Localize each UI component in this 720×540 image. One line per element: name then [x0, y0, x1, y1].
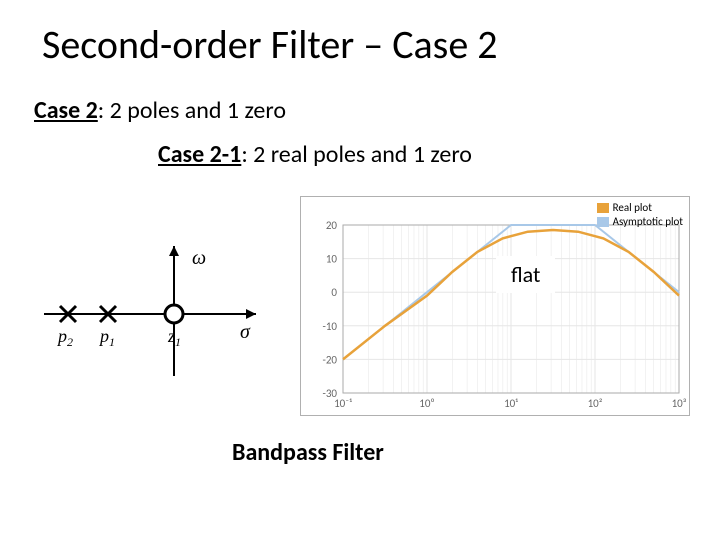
slide-title: Second-order Filter – Case 2 [42, 20, 498, 69]
svg-text:10³: 10³ [672, 397, 687, 410]
svg-text:10⁻¹: 10⁻¹ [334, 397, 352, 410]
bode-plot: 20100-10-20-3010⁻¹10⁰10¹10²10³ Real plot… [300, 196, 690, 416]
subtitle-case2: Case 2: 2 poles and 1 zero [34, 96, 286, 125]
svg-text:10²: 10² [588, 397, 603, 410]
caption-bandpass: Bandpass Filter [232, 438, 384, 467]
pole-zero-diagram: ω σ p2 p1 z1 [34, 240, 264, 390]
svg-text:σ: σ [240, 321, 251, 343]
svg-text:p2: p2 [56, 326, 73, 349]
legend-asym-label: Asymptotic plot [613, 215, 683, 229]
svg-text:10: 10 [326, 253, 338, 266]
legend-swatch-asym [597, 217, 609, 227]
svg-text:10¹: 10¹ [504, 397, 518, 410]
bode-svg: 20100-10-20-3010⁻¹10⁰10¹10²10³ [301, 197, 691, 417]
svg-text:-20: -20 [322, 353, 337, 366]
flat-annotation: flat [496, 256, 555, 293]
svg-text:ω: ω [192, 247, 206, 269]
legend-real-label: Real plot [613, 201, 652, 215]
subtitle-case2-rest: : 2 poles and 1 zero [98, 96, 286, 125]
svg-text:20: 20 [326, 219, 338, 232]
svg-text:0: 0 [331, 286, 337, 299]
subtitle-case2-1-rest: : 2 real poles and 1 zero [241, 140, 472, 169]
svg-text:10⁰: 10⁰ [419, 397, 434, 410]
svg-text:p1: p1 [98, 326, 115, 349]
subtitle-case2-1: Case 2-1: 2 real poles and 1 zero [158, 140, 472, 169]
bode-legend: Real plot Asymptotic plot [597, 201, 683, 229]
subtitle-case2-1-label: Case 2-1 [158, 140, 241, 169]
svg-text:z1: z1 [167, 326, 181, 349]
svg-text:-10: -10 [322, 320, 337, 333]
legend-swatch-real [597, 203, 609, 213]
subtitle-case2-label: Case 2 [34, 96, 98, 125]
